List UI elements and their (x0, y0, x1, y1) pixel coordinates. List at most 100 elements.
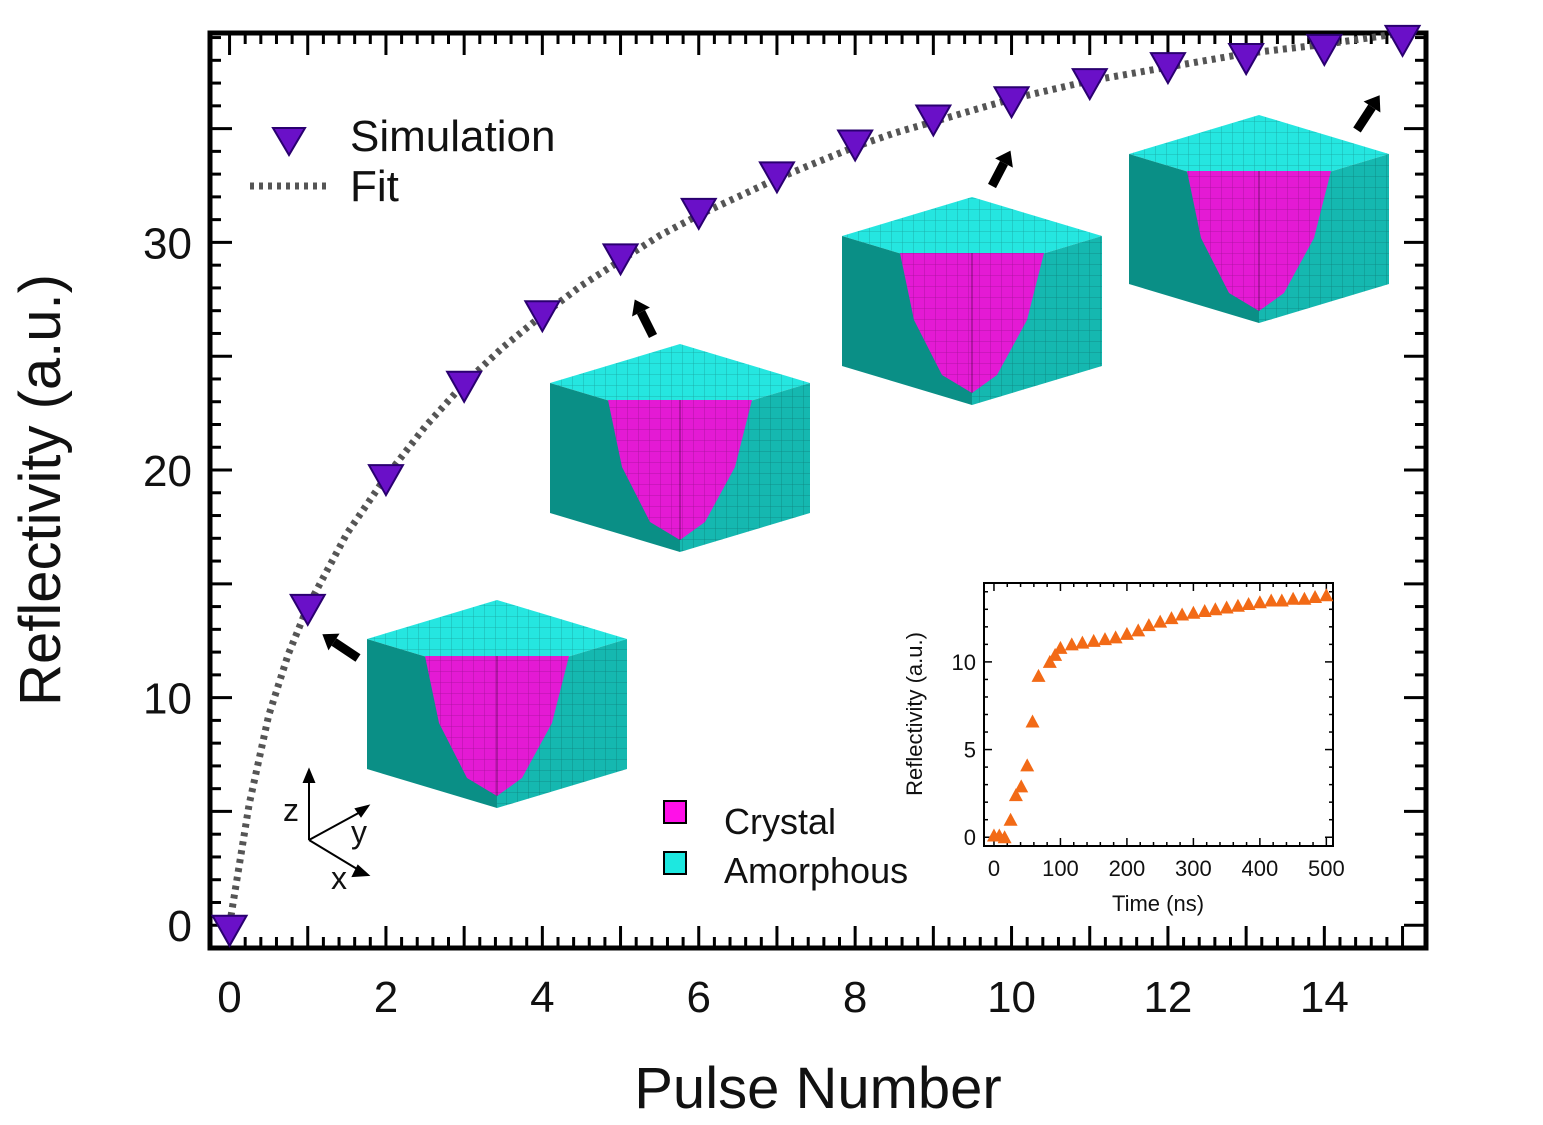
simulation-point (601, 243, 640, 277)
arrow-shaft (988, 160, 1008, 189)
x-tick-label: 0 (217, 973, 241, 1022)
inset-point (1031, 668, 1046, 682)
x-tick-label: 14 (1300, 973, 1349, 1022)
inset-point (1297, 591, 1312, 605)
cube-snapshot (550, 344, 810, 552)
inset-y-tick-label: 0 (964, 825, 976, 850)
legend-fit-label: Fit (350, 162, 399, 211)
crystal-region-grid (425, 656, 569, 796)
simulation-point (1383, 24, 1422, 58)
arrow-head (632, 299, 650, 317)
inset-point (1020, 758, 1035, 772)
simulation-point (445, 370, 483, 404)
inset-point (1308, 590, 1323, 604)
inset-point (1097, 632, 1112, 646)
inset-point (1230, 598, 1245, 612)
inset-point (1108, 630, 1123, 644)
simulation-point (914, 104, 953, 138)
y-tick-label: 20 (143, 447, 192, 496)
cube-snapshot (367, 600, 627, 808)
inset-point (1075, 635, 1090, 649)
arrow-head (995, 150, 1013, 168)
triad-x-label: x (331, 860, 347, 896)
crystal-region-grid (1187, 171, 1331, 311)
inset-y-tick-label: 10 (952, 650, 976, 675)
inset-point (1153, 614, 1168, 628)
main-tick-labels: 0 2 4 6 8 10 12 14 0 10 20 30 (143, 219, 1349, 1022)
simulation-point (1227, 43, 1265, 77)
inset-point (1241, 597, 1256, 611)
inset: 0 100 200 300 400 500 0 5 10 Time (ns) Reflectiv… (902, 582, 1345, 916)
inset-point (1119, 626, 1134, 640)
snapshot-arrow (1353, 95, 1381, 133)
inset-point (1219, 600, 1234, 614)
inset-y-tick-label: 5 (964, 738, 976, 763)
inset-tick-marks (984, 583, 1333, 846)
axes-triad (302, 767, 371, 878)
x-tick-label: 6 (687, 973, 711, 1022)
triad-z-label: z (283, 792, 299, 828)
x-tick-label: 8 (843, 973, 867, 1022)
simulation-point (523, 300, 562, 334)
inset-point (1042, 654, 1057, 668)
snapshot-arrow (322, 633, 361, 662)
y-tick-label: 0 (168, 902, 192, 951)
inset-point (1048, 647, 1063, 661)
inset-point (997, 830, 1012, 844)
inset-point (1064, 637, 1079, 651)
fit-line (226, 29, 1404, 926)
legend-simulation-label: Simulation (350, 112, 555, 161)
amorphous-label: Amorphous (724, 850, 908, 891)
inset-point (1053, 640, 1068, 654)
simulation-point (758, 161, 796, 195)
x-tick-label: 4 (530, 973, 554, 1022)
snapshot-arrow (632, 299, 658, 339)
simulation-point (1149, 52, 1187, 86)
inset-point (1208, 602, 1223, 616)
snapshot-arrow (988, 150, 1013, 189)
inset-x-tick-label: 400 (1242, 856, 1279, 881)
triad-y-label: y (351, 814, 367, 850)
inset-point (1175, 607, 1190, 621)
inset-x-axis-title: Time (ns) (1112, 891, 1204, 916)
crystal-region-grid (608, 400, 752, 540)
x-tick-label: 12 (1143, 973, 1192, 1022)
inset-point (1319, 588, 1334, 602)
simulation-point (367, 464, 405, 498)
inset-tick-labels: 0 100 200 300 400 500 0 5 10 (952, 650, 1345, 881)
inset-point (1003, 812, 1018, 826)
arrow-shaft (1353, 104, 1376, 133)
legend-simulation-marker (271, 127, 307, 157)
x-tick-label: 2 (374, 973, 398, 1022)
inset-point (1252, 595, 1267, 609)
crystal-label: Crystal (724, 801, 836, 842)
crystal-region-grid (900, 253, 1044, 393)
x-tick-label: 10 (987, 973, 1036, 1022)
simulation-point (210, 914, 249, 948)
simulation-point (680, 197, 718, 231)
inset-x-tick-label: 200 (1109, 856, 1146, 881)
inset-point (1164, 611, 1179, 625)
inset-point (1141, 618, 1156, 632)
x-axis-title: Pulse Number (634, 1056, 1001, 1121)
inset-markers (986, 588, 1334, 844)
inset-x-tick-label: 300 (1175, 856, 1212, 881)
snapshot-arrows (322, 95, 1381, 662)
arrow-shaft (636, 309, 658, 339)
arrow-head (1363, 95, 1381, 113)
simulation-point (992, 86, 1031, 120)
inset-x-tick-label: 0 (988, 856, 1000, 881)
plot-frame (207, 30, 1429, 951)
inset-point (1197, 604, 1212, 618)
cube-snapshots (367, 115, 1389, 808)
y-tick-label: 30 (143, 219, 192, 268)
phase-legend: Crystal Amorphous (663, 800, 908, 891)
inset-point (1008, 788, 1023, 802)
inset-point (1274, 593, 1289, 607)
inset-x-tick-label: 100 (1042, 856, 1079, 881)
crystal-swatch (663, 800, 687, 824)
y-tick-label: 10 (143, 675, 192, 724)
simulation-point (1305, 33, 1344, 67)
inset-point (1131, 623, 1146, 637)
